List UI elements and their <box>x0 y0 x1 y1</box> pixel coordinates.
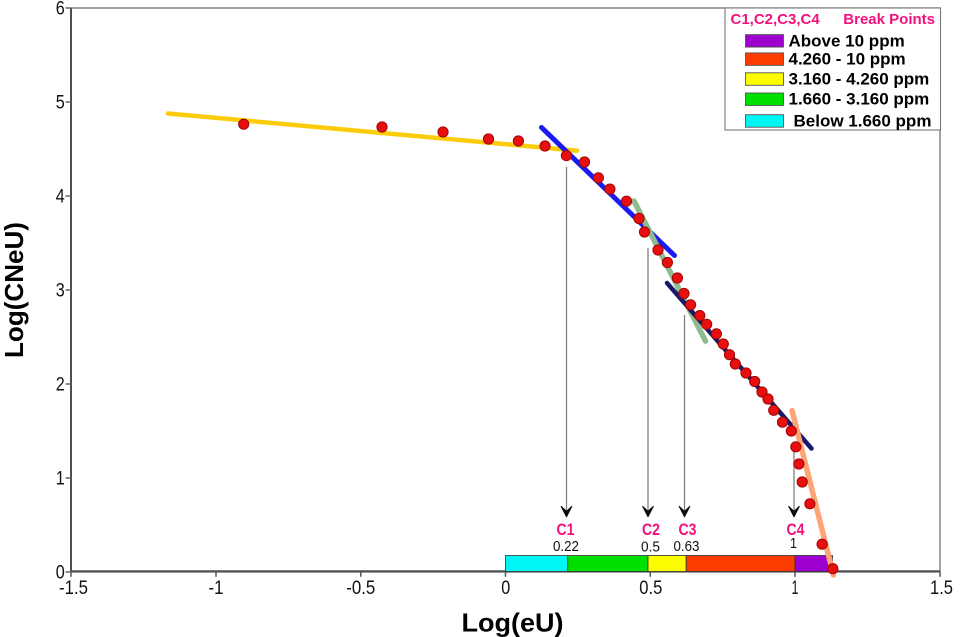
svg-text:C1: C1 <box>557 520 575 539</box>
svg-text:0.22: 0.22 <box>553 539 579 555</box>
svg-text:3.160 - 4.260 ppm: 3.160 - 4.260 ppm <box>789 70 930 89</box>
svg-text:Above 10 ppm: Above 10 ppm <box>789 31 905 50</box>
svg-text:Log(eU): Log(eU) <box>462 608 564 637</box>
svg-text:6: 6 <box>56 0 65 20</box>
svg-text:C3: C3 <box>679 520 697 539</box>
svg-text:0.5: 0.5 <box>641 540 660 556</box>
svg-text:1.660 - 3.160 ppm: 1.660 - 3.160 ppm <box>789 90 930 109</box>
svg-text:0: 0 <box>501 578 510 599</box>
svg-text:0: 0 <box>56 563 65 584</box>
svg-text:C1,C2,C3,C4: C1,C2,C3,C4 <box>731 11 821 28</box>
svg-text:C2: C2 <box>642 520 660 539</box>
svg-text:-0.5: -0.5 <box>346 578 375 599</box>
svg-text:Break Points: Break Points <box>843 11 935 28</box>
svg-text:1: 1 <box>792 578 799 599</box>
svg-text:-1.5: -1.5 <box>59 578 88 599</box>
svg-text:1.5: 1.5 <box>930 578 953 599</box>
svg-text:3: 3 <box>56 281 65 302</box>
svg-text:1: 1 <box>56 469 65 490</box>
svg-text:-1: -1 <box>209 578 224 599</box>
svg-text:4: 4 <box>56 187 65 208</box>
svg-text:Below 1.660 ppm: Below 1.660 ppm <box>794 111 932 130</box>
svg-text:4.260 - 10 ppm: 4.260 - 10 ppm <box>789 50 906 69</box>
svg-text:C4: C4 <box>787 520 805 539</box>
svg-text:0.63: 0.63 <box>674 539 700 555</box>
svg-text:Log(CNeU): Log(CNeU) <box>0 222 29 358</box>
svg-text:0.5: 0.5 <box>639 578 662 599</box>
svg-text:1: 1 <box>790 536 797 552</box>
svg-text:5: 5 <box>56 93 65 114</box>
svg-text:2: 2 <box>56 375 65 396</box>
